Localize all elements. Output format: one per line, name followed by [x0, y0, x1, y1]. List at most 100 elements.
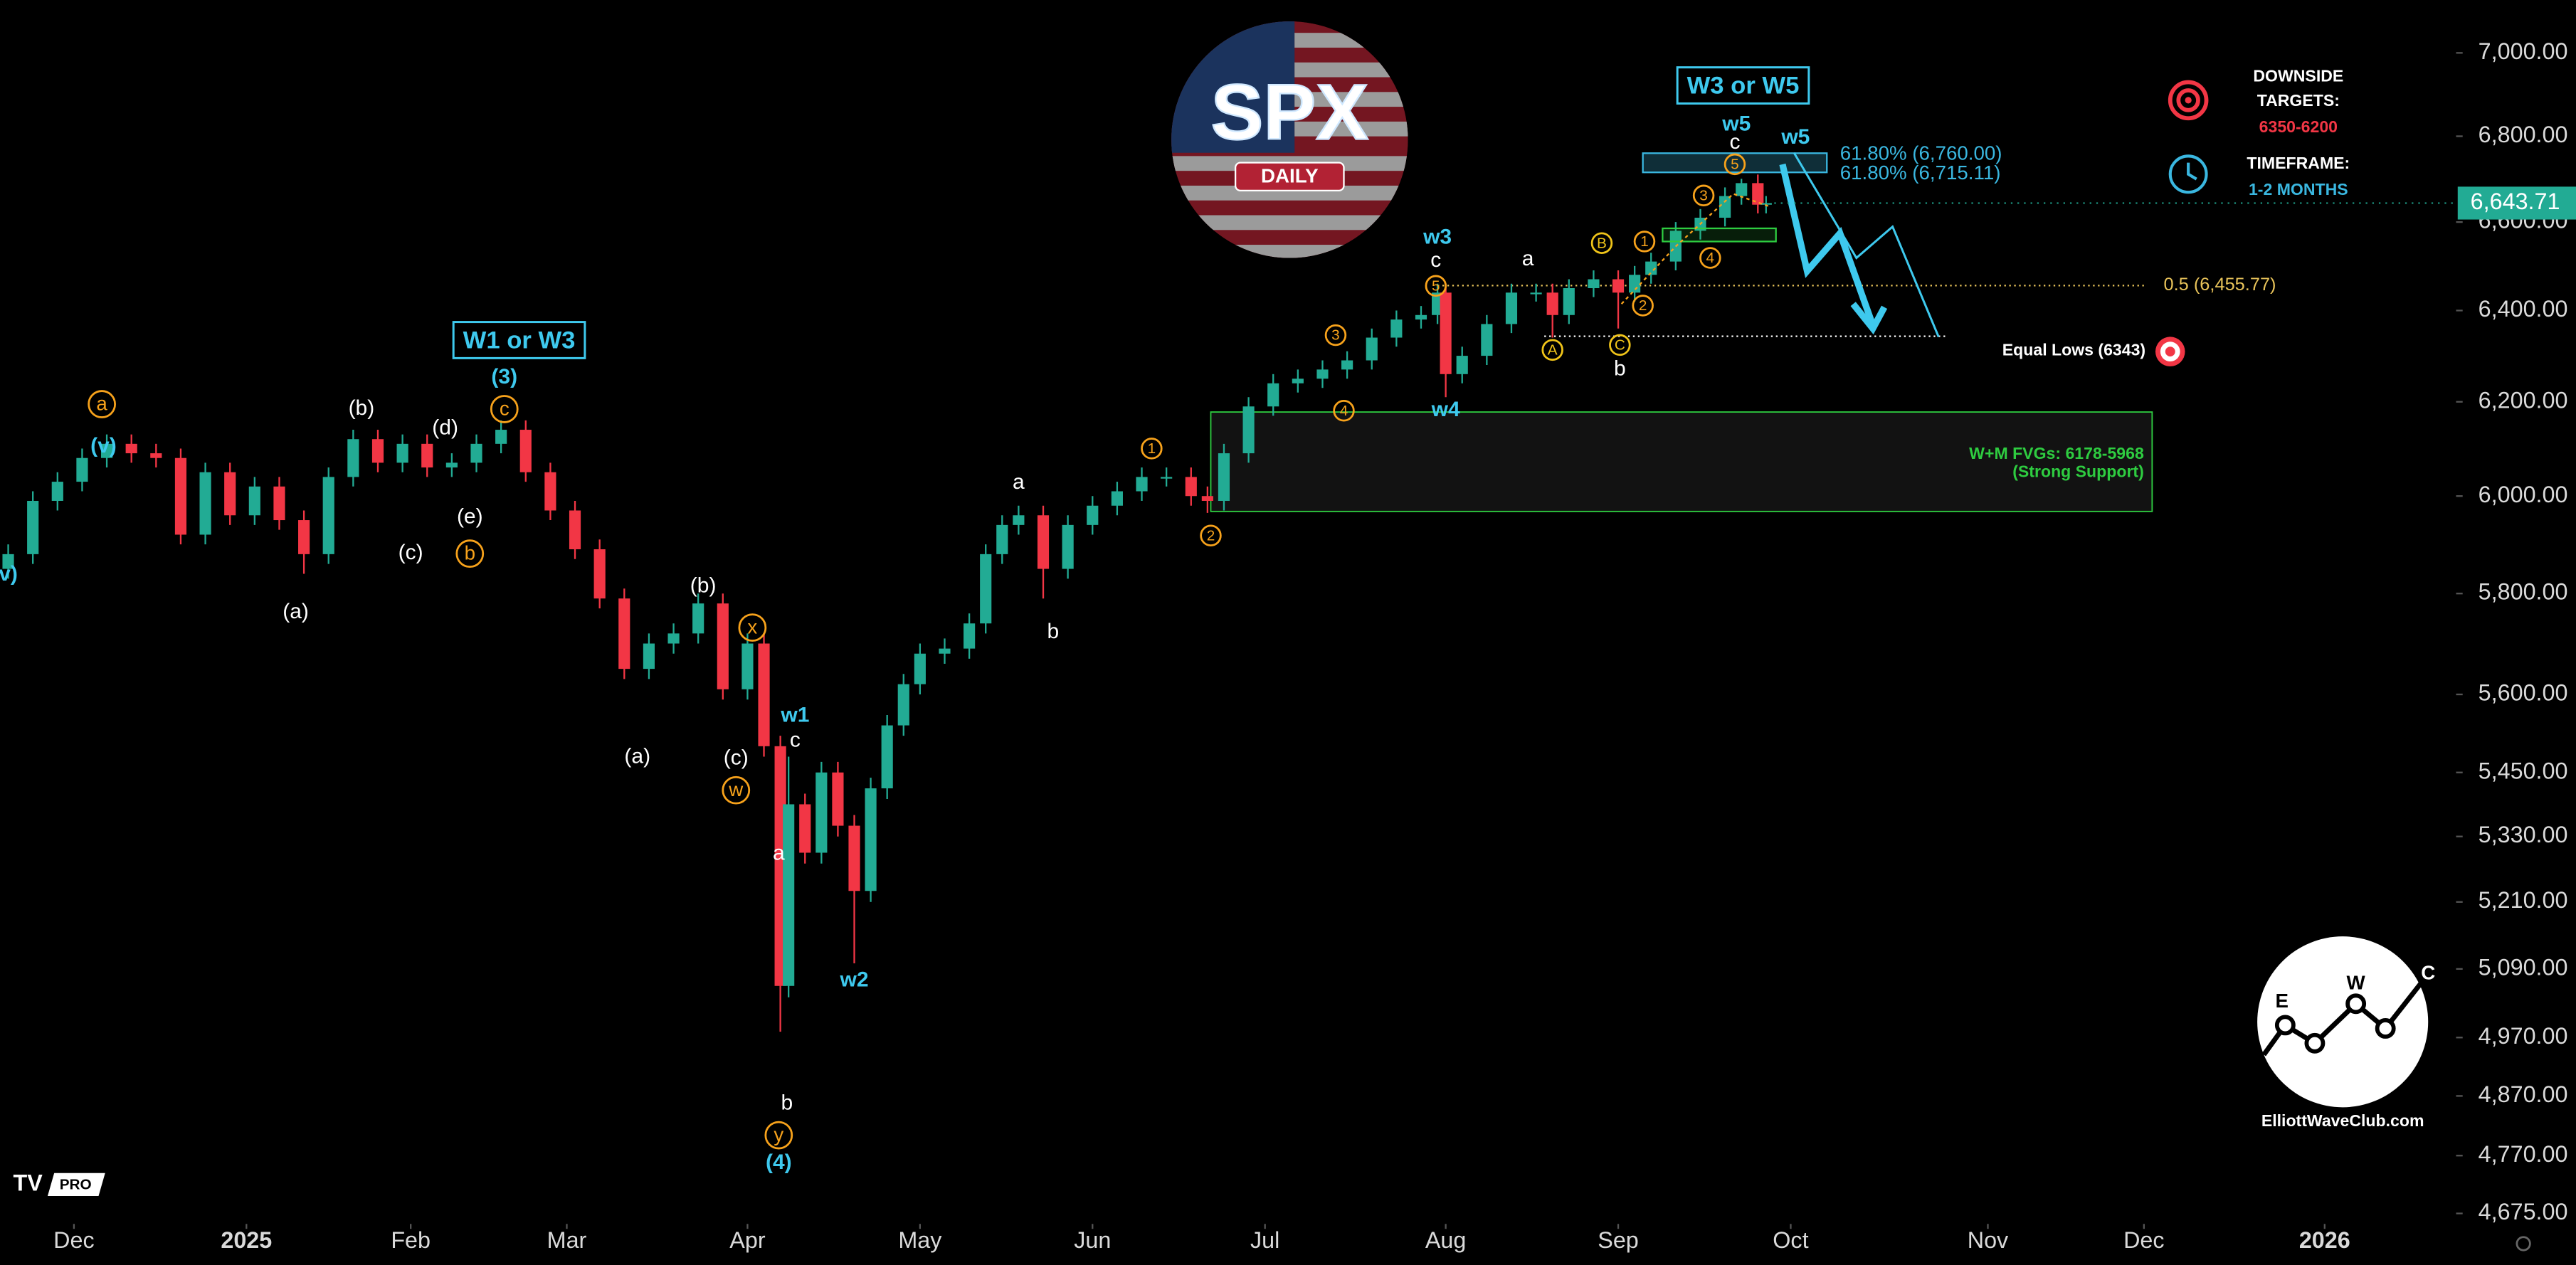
wave-label: (b)	[690, 573, 717, 597]
wave-circle	[1699, 247, 1721, 269]
wave-circle	[764, 1121, 793, 1150]
x-tick-label: Jun	[1074, 1227, 1111, 1253]
platform-badge: PRO	[60, 1176, 92, 1192]
y-tick-label: 4,675.00	[2479, 1199, 2568, 1224]
candle-body	[799, 804, 811, 853]
candle-body	[758, 643, 770, 746]
y-tick-label: 5,090.00	[2479, 954, 2568, 980]
wave-label: w4	[1431, 398, 1460, 421]
wave-label: 2	[1639, 297, 1647, 314]
candle-body	[914, 653, 926, 684]
wave-circle	[738, 613, 767, 642]
wave-circle	[1200, 524, 1222, 547]
candle-body	[1719, 196, 1731, 218]
wave-label: (e)	[457, 504, 483, 528]
wave-circle	[1609, 334, 1631, 356]
y-tick-label: 4,970.00	[2479, 1023, 2568, 1049]
fvg-sublabel: (Strong Support)	[2012, 462, 2144, 481]
candle-body	[980, 554, 992, 624]
candle-body	[1366, 337, 1378, 361]
candle-body	[1185, 477, 1197, 497]
wave-circle	[1541, 339, 1563, 361]
last-price-box	[2457, 186, 2576, 220]
candle-body	[1341, 360, 1353, 370]
x-tick-label: May	[898, 1227, 942, 1253]
wave-label: (v)	[90, 434, 117, 457]
wave-label: a	[773, 842, 785, 865]
candle-body	[421, 443, 433, 468]
candle-body	[939, 648, 951, 654]
y-tick-label: 5,210.00	[2479, 887, 2568, 913]
wave-circle	[1425, 275, 1447, 297]
wave-label: 2	[1207, 527, 1215, 544]
level-label: 0.5 (6,455.77)	[2164, 275, 2276, 295]
wave-circle	[1141, 438, 1163, 460]
tv-logo: TV	[13, 1170, 43, 1195]
candle-body	[593, 549, 606, 599]
level-label: Equal Lows (6343)	[2002, 340, 2145, 359]
wave-label: a	[1013, 470, 1025, 494]
brand-letter: C	[2421, 962, 2435, 984]
wave-label: c	[1430, 248, 1441, 272]
wave-circle	[1333, 400, 1355, 422]
candle-body	[1505, 292, 1518, 324]
logo-title: SPX	[1210, 69, 1368, 157]
fib-label: 61.80% (6,760.00)	[1840, 142, 2002, 164]
wave-label: w5	[1780, 125, 1810, 149]
candle-body	[1201, 496, 1213, 501]
candle-body	[643, 643, 655, 669]
x-tick-label: Nov	[1968, 1227, 2009, 1253]
y-tick-label: 5,800.00	[2479, 579, 2568, 605]
wave-label: w2	[839, 968, 868, 991]
wave-circle	[722, 776, 751, 805]
wave-label: w3	[1422, 226, 1452, 249]
wave-circle	[1324, 324, 1347, 346]
wave-label: 4	[1340, 403, 1348, 419]
wave-label: 5	[1432, 277, 1440, 294]
candle-body	[150, 453, 162, 458]
wave-label: w1	[780, 704, 809, 727]
candle-body	[27, 500, 39, 554]
x-tick-label: 2025	[221, 1227, 272, 1253]
candle-body	[1588, 279, 1600, 289]
wave-label: b	[465, 542, 475, 564]
wave-label: (3)	[491, 365, 517, 388]
candle-body	[667, 633, 680, 644]
candle-body	[1612, 279, 1625, 293]
logo-subtitle: DAILY	[1261, 165, 1319, 187]
candle-body	[865, 788, 877, 891]
arrow-head	[1850, 302, 1888, 335]
wave-label: 1	[1640, 233, 1649, 250]
wave-label: 3	[1331, 327, 1340, 344]
x-tick-label: Dec	[53, 1227, 94, 1253]
wave-label: c	[500, 397, 510, 419]
wave-circle	[1590, 232, 1613, 254]
x-tick-label: Mar	[547, 1227, 587, 1253]
candle-body	[1218, 453, 1230, 501]
x-tick-label: Feb	[391, 1227, 431, 1253]
candle-body	[273, 486, 285, 521]
candle-body	[371, 439, 384, 463]
x-tick-label: Dec	[2123, 1227, 2164, 1253]
x-tick-label: Sep	[1598, 1227, 1638, 1253]
candle-body	[1161, 477, 1173, 479]
y-tick-label: 6,000.00	[2479, 482, 2568, 507]
candle-body	[897, 684, 909, 726]
wave-label: y	[774, 1123, 783, 1145]
candle-body	[1752, 183, 1764, 205]
targets-title: TARGETS:	[2257, 91, 2340, 110]
wave-label: a	[96, 393, 107, 415]
candle-body	[1415, 314, 1427, 320]
candle-body	[815, 772, 828, 853]
wave-label: v)	[0, 562, 18, 586]
candle-body	[495, 430, 507, 444]
candle-body	[199, 472, 211, 535]
wave-box	[452, 321, 586, 359]
candle-body	[519, 430, 532, 472]
y-tick-label: 5,330.00	[2479, 822, 2568, 847]
fib-label: 61.80% (6,715.11)	[1840, 162, 2001, 184]
wave-circle	[490, 395, 519, 423]
wave-label: b	[1614, 356, 1626, 380]
candle-body	[1111, 491, 1123, 506]
